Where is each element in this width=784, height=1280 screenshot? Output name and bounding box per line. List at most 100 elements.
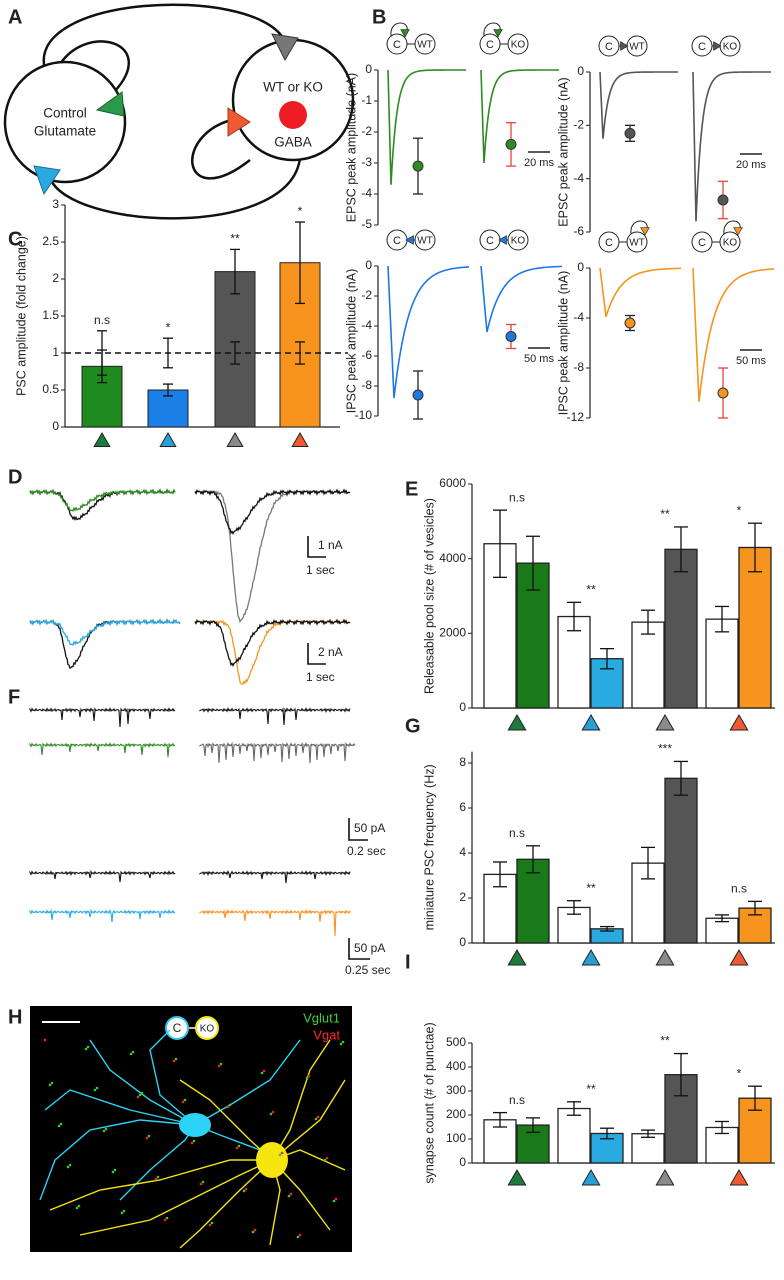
puncta	[339, 1042, 343, 1046]
puncta	[332, 1199, 336, 1203]
icon-label: WT	[417, 236, 433, 247]
bar	[705, 917, 739, 944]
significance: **	[586, 881, 596, 895]
trace	[29, 908, 176, 923]
puncta	[59, 1122, 63, 1126]
panel-label: B	[372, 6, 386, 28]
puncta	[165, 1216, 169, 1220]
category-marker	[729, 949, 749, 966]
soma	[256, 1142, 288, 1178]
puncta	[251, 1230, 255, 1234]
category-marker	[159, 432, 177, 447]
icon-label: KO	[723, 238, 738, 249]
puncta	[174, 1057, 178, 1061]
y-tick-label: -6	[361, 348, 372, 362]
y-tick-label: 8	[459, 755, 466, 769]
dendrite	[49, 1159, 272, 1211]
y-tick-label: 3	[52, 197, 59, 211]
mean-point	[717, 387, 729, 399]
icon-cell	[598, 35, 620, 57]
trace	[599, 267, 682, 317]
y-tick-label: -5	[361, 217, 372, 231]
y-tick-label: 0	[459, 1155, 466, 1169]
puncta	[156, 1175, 160, 1179]
puncta	[154, 1177, 158, 1181]
icon-label: C	[698, 237, 706, 249]
y-tick-label: -4	[573, 310, 584, 324]
puncta	[262, 1069, 266, 1073]
y-axis-label: EPSC peak amplitude (nA)	[556, 77, 570, 226]
puncta	[140, 1091, 144, 1095]
y-tick-label: 0	[577, 260, 584, 274]
icon-label: C	[605, 237, 613, 249]
puncta	[131, 1050, 135, 1054]
puncta	[201, 1180, 205, 1184]
category-marker	[507, 1169, 527, 1186]
scale-bar	[307, 643, 326, 665]
icon-arrow	[640, 227, 650, 236]
significance: **	[660, 1034, 670, 1048]
bar	[631, 621, 665, 709]
dendrite	[194, 1039, 301, 1126]
puncta	[192, 1139, 196, 1143]
category-marker	[655, 949, 675, 966]
puncta	[260, 1071, 264, 1075]
y-axis-label: IPSC peak amplitude (nA)	[344, 269, 358, 414]
icon-label: KO	[511, 40, 526, 51]
significance: *	[166, 320, 171, 334]
puncta	[296, 1235, 300, 1239]
category-marker	[581, 949, 601, 966]
y-axis-label: Releasable pool size (# of vesicles)	[422, 498, 436, 694]
puncta	[50, 1081, 54, 1085]
scale-bar-label: 1 sec	[306, 563, 335, 577]
panel-label: D	[8, 466, 22, 488]
y-tick-label: 4	[459, 845, 466, 859]
icon-label: C	[698, 41, 706, 53]
cell-label: GABA	[274, 135, 312, 150]
bar	[705, 618, 739, 709]
icon-label: KO	[723, 42, 738, 53]
scale-bar-label: 1 nA	[318, 538, 343, 552]
autapse-arc	[191, 116, 251, 180]
panel-label: C	[8, 228, 22, 250]
puncta	[66, 1165, 70, 1169]
panel-label: F	[8, 686, 20, 708]
significance: n.s	[94, 313, 110, 327]
puncta	[217, 1064, 221, 1068]
y-tick-label: 100	[446, 1131, 466, 1145]
scale-bar	[307, 536, 326, 558]
significance: n.s	[509, 826, 525, 840]
icon-cell	[414, 33, 436, 55]
puncta	[307, 1074, 311, 1078]
y-tick-label: -2	[573, 118, 584, 132]
trace	[199, 741, 356, 764]
y-tick-label: 300	[446, 1083, 466, 1097]
icon-cell	[479, 33, 501, 55]
puncta	[102, 1129, 106, 1133]
puncta	[226, 1105, 230, 1109]
mean-point	[717, 194, 729, 206]
icon-label: WT	[417, 40, 433, 51]
trace	[480, 265, 563, 333]
puncta	[181, 1100, 185, 1104]
puncta	[104, 1127, 108, 1131]
scale-bar-label: 0.2 sec	[347, 844, 386, 858]
category-marker	[507, 949, 527, 966]
puncta	[208, 1223, 212, 1227]
icon-cell	[165, 1016, 189, 1040]
y-tick-label: 1.5	[42, 308, 59, 322]
icon-label: WT	[629, 238, 645, 249]
scale-bar	[348, 938, 370, 960]
significance: n.s	[509, 490, 525, 504]
puncta	[242, 1189, 246, 1193]
icon-label: C	[393, 235, 401, 247]
scale-bar-label: 20 ms	[736, 159, 766, 171]
puncta	[68, 1163, 72, 1167]
mean-point	[505, 138, 517, 150]
icon-label: C	[486, 235, 494, 247]
puncta	[244, 1187, 248, 1191]
trace	[199, 870, 351, 884]
puncta	[305, 1076, 309, 1080]
icon-cell	[507, 33, 529, 55]
